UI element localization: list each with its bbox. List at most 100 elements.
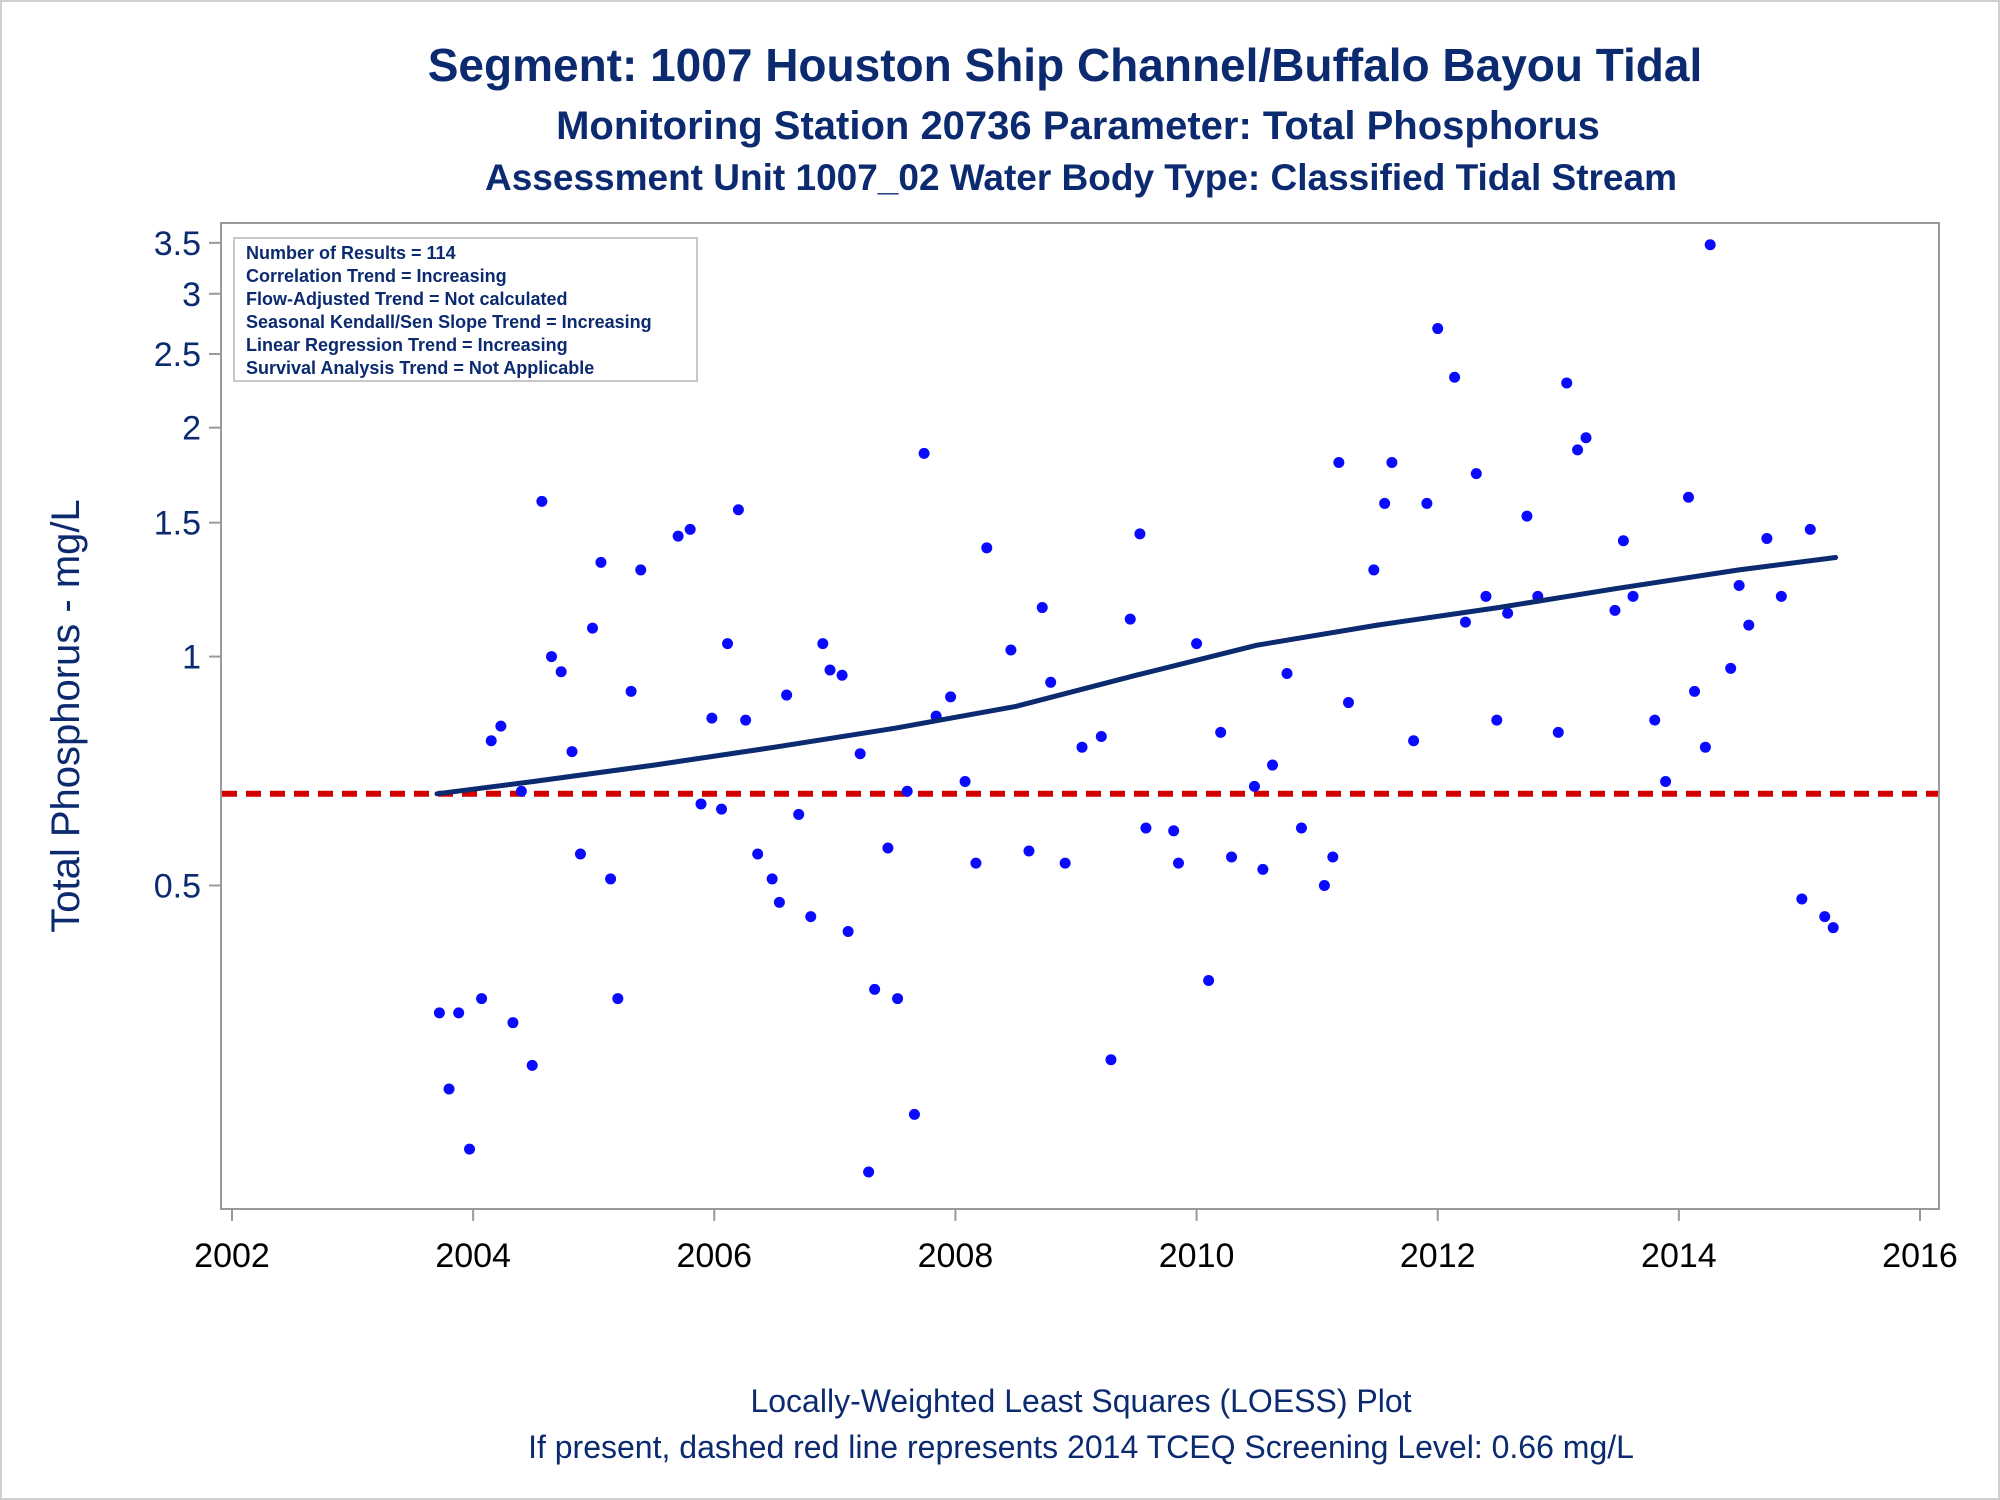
data-point bbox=[1491, 714, 1503, 726]
data-point bbox=[1552, 726, 1564, 738]
footnote-loess: Locally-Weighted Least Squares (LOESS) P… bbox=[750, 1383, 1411, 1419]
data-point bbox=[684, 523, 696, 535]
data-point bbox=[1459, 616, 1471, 628]
data-point bbox=[706, 712, 718, 724]
data-point bbox=[863, 1166, 875, 1178]
data-point bbox=[695, 798, 707, 810]
data-point bbox=[1617, 535, 1629, 547]
x-tick-label: 2016 bbox=[1882, 1237, 1958, 1275]
data-point bbox=[1172, 857, 1184, 869]
data-point bbox=[612, 993, 624, 1005]
stats-line-linear-regression: Linear Regression Trend = Increasing bbox=[246, 335, 568, 355]
data-point bbox=[1572, 444, 1584, 456]
data-point bbox=[635, 564, 647, 576]
data-point bbox=[1432, 323, 1444, 335]
data-point bbox=[1267, 759, 1279, 771]
data-point bbox=[1105, 1054, 1117, 1066]
data-point bbox=[546, 651, 558, 663]
data-point bbox=[485, 735, 497, 747]
trend-curve bbox=[434, 555, 1839, 797]
data-point bbox=[595, 556, 607, 568]
x-tick-label: 2014 bbox=[1641, 1237, 1717, 1275]
y-axis-label: Total Phosphorus - mg/L bbox=[44, 499, 88, 933]
data-point bbox=[507, 1017, 519, 1029]
data-point bbox=[1627, 590, 1639, 602]
data-point bbox=[1649, 714, 1661, 726]
data-point bbox=[1480, 590, 1492, 602]
x-axis: 2002 2004 2006 2008 2010 2012 2014 2016 bbox=[194, 1209, 1958, 1275]
data-point bbox=[1819, 911, 1831, 923]
data-point bbox=[970, 857, 982, 869]
data-point bbox=[1076, 741, 1088, 753]
data-point bbox=[1660, 776, 1672, 788]
data-point bbox=[1005, 644, 1017, 656]
data-point bbox=[566, 746, 578, 758]
data-point bbox=[1045, 676, 1057, 688]
data-point bbox=[1609, 604, 1621, 616]
data-point bbox=[1470, 468, 1482, 480]
data-point bbox=[824, 664, 836, 676]
data-point bbox=[555, 666, 567, 678]
data-point bbox=[1743, 619, 1755, 631]
y-tick-label: 0.5 bbox=[154, 867, 201, 905]
data-point bbox=[1733, 580, 1745, 592]
stats-line-flow-adjusted: Flow-Adjusted Trend = Not calculated bbox=[246, 289, 568, 309]
data-point bbox=[1379, 497, 1391, 509]
data-point bbox=[981, 542, 993, 554]
data-point bbox=[605, 873, 617, 885]
x-tick-label: 2010 bbox=[1159, 1237, 1235, 1275]
data-point bbox=[574, 848, 586, 860]
y-tick-label: 2.5 bbox=[154, 336, 201, 374]
data-point bbox=[869, 983, 881, 995]
data-point bbox=[1281, 668, 1293, 680]
data-point bbox=[722, 638, 734, 650]
data-point bbox=[959, 776, 971, 788]
data-point bbox=[1295, 822, 1307, 834]
data-point bbox=[805, 911, 817, 923]
data-point bbox=[1095, 731, 1107, 743]
data-point bbox=[1226, 851, 1238, 863]
data-point bbox=[752, 848, 764, 860]
data-point bbox=[1168, 825, 1180, 837]
stats-box: Number of Results = 114 Correlation Tren… bbox=[233, 237, 698, 382]
data-point bbox=[1699, 741, 1711, 753]
data-point bbox=[901, 785, 913, 797]
x-tick-label: 2012 bbox=[1400, 1237, 1476, 1275]
data-point bbox=[908, 1108, 920, 1120]
data-point bbox=[1134, 528, 1146, 540]
data-point bbox=[1386, 456, 1398, 468]
chart-subtitle: Monitoring Station 20736 Parameter: Tota… bbox=[556, 104, 1600, 148]
data-point bbox=[766, 873, 778, 885]
data-point bbox=[1059, 857, 1071, 869]
stats-line-correlation: Correlation Trend = Increasing bbox=[246, 266, 507, 286]
data-point bbox=[1327, 851, 1339, 863]
x-tick-label: 2008 bbox=[918, 1237, 994, 1275]
data-point bbox=[495, 720, 507, 732]
data-point bbox=[1191, 638, 1203, 650]
data-point bbox=[817, 638, 829, 650]
data-point bbox=[1449, 371, 1461, 383]
data-point bbox=[892, 993, 904, 1005]
data-point bbox=[1257, 863, 1269, 875]
data-point bbox=[1775, 590, 1787, 602]
data-point bbox=[1580, 432, 1592, 444]
data-point bbox=[672, 530, 684, 542]
data-point bbox=[854, 748, 866, 760]
data-point bbox=[1521, 510, 1533, 522]
stats-line-seasonal-kendall: Seasonal Kendall/Sen Slope Trend = Incre… bbox=[246, 312, 652, 332]
data-point bbox=[536, 495, 548, 507]
data-point bbox=[1318, 879, 1330, 891]
data-point bbox=[464, 1143, 476, 1155]
plot-area bbox=[220, 222, 1940, 1210]
data-point bbox=[793, 808, 805, 820]
y-axis: 0.5 1 1.5 2 2.5 3 3.5 bbox=[154, 225, 221, 905]
data-point bbox=[918, 447, 930, 459]
data-point bbox=[625, 685, 637, 697]
data-point bbox=[453, 1007, 465, 1019]
data-point bbox=[836, 669, 848, 681]
x-tick-label: 2006 bbox=[676, 1237, 752, 1275]
data-point bbox=[1333, 456, 1345, 468]
x-tick-label: 2004 bbox=[435, 1237, 511, 1275]
data-point bbox=[1804, 523, 1816, 535]
